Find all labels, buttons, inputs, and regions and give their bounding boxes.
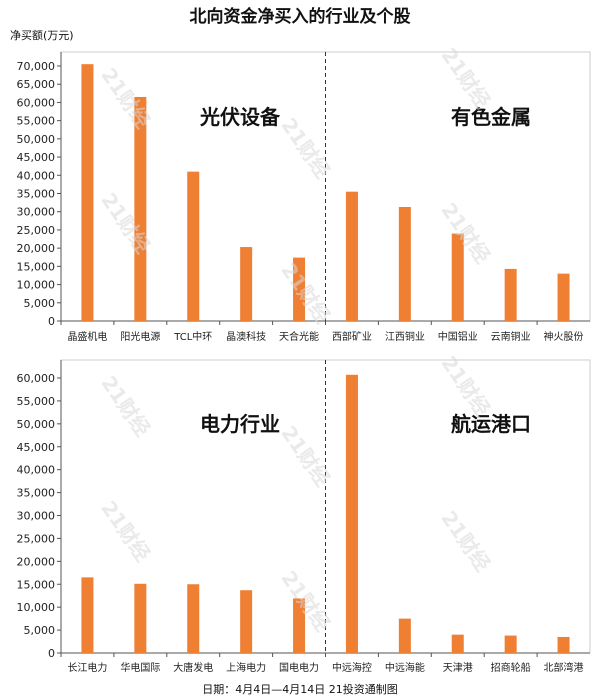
y-tick-label: 5,000 (24, 624, 56, 637)
x-tick-label: 国电电力 (279, 661, 319, 674)
x-tick-label: 大唐发电 (173, 661, 213, 674)
y-tick-label: 40,000 (17, 464, 56, 477)
bar-西部矿业 (345, 191, 358, 321)
watermark-logo: 21财经 (276, 258, 335, 327)
bar-阳光电源 (134, 96, 147, 321)
sector-label: 光伏设备 (199, 105, 281, 129)
x-tick-label: 晶澳科技 (226, 330, 266, 343)
y-tick-label: 0 (48, 647, 55, 660)
y-tick-label: 25,000 (17, 532, 56, 545)
bar-中远海能 (398, 618, 411, 653)
y-tick-label: 45,000 (17, 151, 56, 164)
watermark-logo: 21财经 (96, 496, 155, 565)
y-tick-label: 35,000 (17, 487, 56, 500)
x-tick-label: 江西铜业 (385, 331, 425, 343)
x-tick-label: 北部湾港 (544, 661, 584, 674)
watermark-logo: 21财经 (276, 421, 335, 490)
x-tick-label: 晶盛机电 (67, 330, 107, 343)
watermark-logo: 21财经 (96, 371, 155, 440)
bar-神火股份 (557, 273, 570, 321)
sector-label: 航运港口 (451, 412, 531, 436)
y-tick-label: 40,000 (17, 169, 56, 182)
x-tick-label: 中国铝业 (438, 330, 478, 343)
x-tick-label: 天津港 (443, 662, 473, 674)
x-tick-label: 西部矿业 (332, 330, 372, 343)
y-tick-label: 15,000 (17, 260, 56, 273)
y-tick-label: 20,000 (17, 555, 56, 568)
chart-title: 北向资金净买入的行业及个股 (189, 7, 411, 27)
sector-label: 电力行业 (200, 412, 280, 436)
bar-招商轮船 (504, 635, 517, 653)
bar-晶澳科技 (240, 247, 253, 321)
x-tick-label: 阳光电源 (120, 330, 160, 343)
y-tick-label: 50,000 (17, 133, 56, 146)
y-tick-label: 10,000 (17, 279, 56, 292)
x-tick-label: TCL中环 (173, 330, 212, 343)
y-tick-label: 60,000 (17, 372, 56, 385)
y-tick-label: 70,000 (17, 60, 56, 73)
x-tick-label: 云南铜业 (491, 330, 531, 343)
footer-note: 日期：4月4日—4月14日 21投资通制图 (202, 683, 398, 696)
bar-北部湾港 (557, 636, 570, 653)
bar-云南铜业 (504, 268, 517, 321)
bar-天津港 (451, 634, 464, 653)
watermark-logo: 21财经 (276, 113, 335, 182)
y-tick-label: 60,000 (17, 96, 56, 109)
y-tick-label: 20,000 (17, 242, 56, 255)
watermark-logo: 21财经 (436, 198, 495, 267)
y-tick-label: 0 (48, 315, 55, 328)
bar-中远海控 (345, 374, 358, 653)
watermark-logo: 21财经 (436, 43, 495, 112)
y-tick-label: 10,000 (17, 601, 56, 614)
bar-TCL中环 (187, 171, 200, 321)
bar-中国铝业 (451, 233, 464, 321)
x-tick-label: 招商轮船 (491, 661, 531, 674)
y-tick-label: 25,000 (17, 224, 56, 237)
y-tick-label: 55,000 (17, 115, 56, 128)
bar-长江电力 (81, 577, 94, 653)
bar-上海电力 (240, 590, 253, 653)
x-tick-label: 神火股份 (544, 330, 584, 343)
y-axis-label: 净买额(万元) (10, 29, 74, 42)
watermark-logo: 21财经 (276, 566, 335, 635)
watermark-logo: 21财经 (436, 351, 495, 420)
x-tick-label: 上海电力 (226, 661, 266, 674)
y-tick-label: 50,000 (17, 418, 56, 431)
y-tick-label: 30,000 (17, 206, 56, 219)
bar-江西铜业 (398, 206, 411, 321)
x-tick-label: 中远海能 (385, 661, 425, 674)
y-tick-label: 15,000 (17, 578, 56, 591)
x-tick-label: 中远海控 (332, 661, 372, 674)
x-tick-label: 华电国际 (120, 661, 160, 674)
bar-天合光能 (293, 257, 306, 321)
bar-华电国际 (134, 583, 147, 653)
y-tick-label: 5,000 (24, 297, 56, 310)
y-tick-label: 55,000 (17, 395, 56, 408)
bar-晶盛机电 (81, 64, 94, 321)
x-tick-label: 天合光能 (279, 330, 319, 343)
y-tick-label: 35,000 (17, 188, 56, 201)
y-tick-label: 45,000 (17, 441, 56, 454)
x-tick-label: 长江电力 (67, 661, 107, 674)
y-tick-label: 30,000 (17, 510, 56, 523)
bar-大唐发电 (187, 584, 200, 653)
y-tick-label: 65,000 (17, 78, 56, 91)
chart-panel-2: 0 5,000 10,000 15,000 20,000 25,000 30,000 35,0… (17, 351, 591, 674)
bar-国电电力 (293, 598, 306, 653)
sector-label: 有色金属 (451, 105, 531, 129)
watermark-logo: 21财经 (436, 506, 495, 575)
chart-panel-1: 0 5,000 10,000 15,000 20,000 25,000 30,000 35,0… (17, 43, 591, 343)
